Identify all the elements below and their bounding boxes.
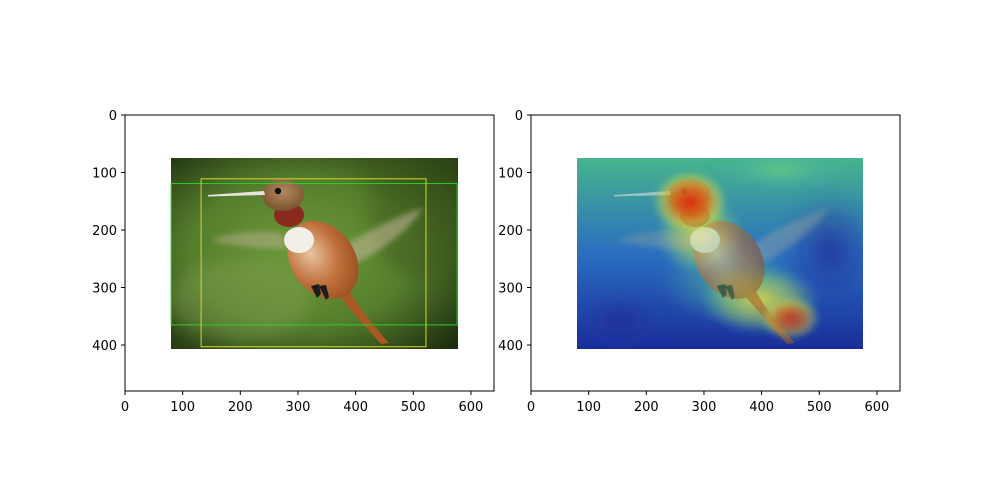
left-y-tick-label: 400 — [92, 339, 117, 354]
left-x-tick-label: 300 — [286, 400, 311, 415]
left-x-tick-label: 500 — [401, 400, 426, 415]
left-x-tick-label: 100 — [170, 400, 195, 415]
right-x-tick-label: 600 — [865, 400, 890, 415]
right-heatmap-photo — [577, 158, 863, 349]
left-y-tick-label: 100 — [92, 167, 117, 182]
left-photo — [171, 158, 458, 349]
left-x-tick-label: 0 — [121, 400, 129, 415]
left-x-tick-label: 400 — [343, 400, 368, 415]
right-panel: 0 100 200 300 400 500 600 0 100 200 300 400 — [498, 109, 901, 415]
right-y-tick-label: 200 — [498, 224, 523, 239]
right-y-tick-label: 300 — [498, 282, 523, 297]
right-y-tick-label: 100 — [498, 167, 523, 182]
left-x-tick-label: 200 — [228, 400, 253, 415]
right-x-tick-label: 500 — [807, 400, 832, 415]
left-axes-frame — [124, 114, 495, 392]
left-y-tick-label: 300 — [92, 282, 117, 297]
right-x-tick-label: 0 — [527, 400, 535, 415]
right-y-tick-label: 400 — [498, 339, 523, 354]
right-x-tick-label: 100 — [576, 400, 601, 415]
right-axes-frame — [530, 114, 901, 392]
right-x-tick-label: 200 — [634, 400, 659, 415]
left-panel: 0 100 200 300 400 500 600 0 100 200 300 400 — [92, 109, 495, 415]
right-x-tick-label: 300 — [692, 400, 717, 415]
bounding-box-1 — [170, 182, 458, 326]
left-x-tick-label: 600 — [459, 400, 484, 415]
left-y-tick-label: 0 — [109, 109, 117, 124]
left-y-tick-label: 200 — [92, 224, 117, 239]
bounding-box-2 — [200, 178, 427, 348]
right-x-tick-label: 400 — [749, 400, 774, 415]
right-y-tick-label: 0 — [515, 109, 523, 124]
